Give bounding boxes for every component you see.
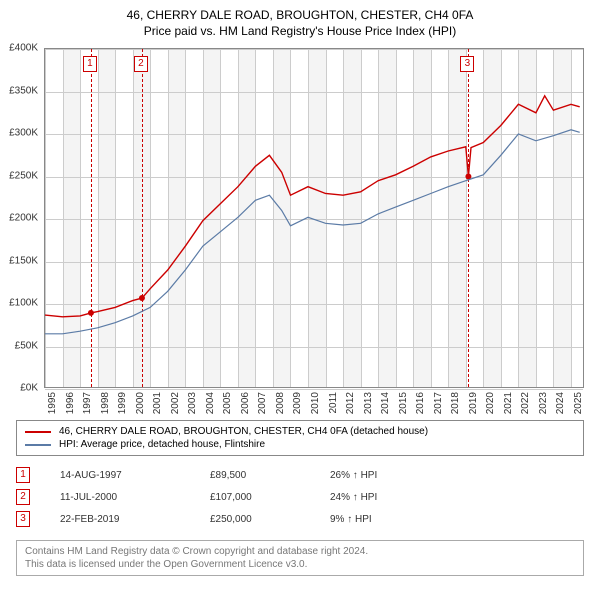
x-tick-label: 1998 bbox=[100, 392, 111, 414]
x-tick-label: 2015 bbox=[398, 392, 409, 414]
legend-label: HPI: Average price, detached house, Flin… bbox=[59, 439, 265, 450]
legend-item: 46, CHERRY DALE ROAD, BROUGHTON, CHESTER… bbox=[25, 425, 575, 438]
sale-vs-hpi: 9% ↑ HPI bbox=[330, 514, 450, 525]
x-tick-label: 2022 bbox=[520, 392, 531, 414]
x-tick-label: 2002 bbox=[170, 392, 181, 414]
sale-vs-hpi: 24% ↑ HPI bbox=[330, 492, 450, 503]
x-tick-label: 2018 bbox=[450, 392, 461, 414]
x-tick-label: 2020 bbox=[485, 392, 496, 414]
y-tick-label: £350K bbox=[9, 85, 38, 96]
sale-date: 14-AUG-1997 bbox=[60, 470, 210, 481]
sale-marker-1: 1 bbox=[83, 56, 97, 72]
x-tick-label: 2012 bbox=[345, 392, 356, 414]
y-tick-label: £50K bbox=[15, 340, 38, 351]
chart-container: 46, CHERRY DALE ROAD, BROUGHTON, CHESTER… bbox=[0, 0, 600, 590]
sale-row: 3 22-FEB-2019£250,0009% ↑ HPI bbox=[16, 508, 450, 530]
chart-title: 46, CHERRY DALE ROAD, BROUGHTON, CHESTER… bbox=[0, 8, 600, 22]
sale-row: 2 11-JUL-2000£107,00024% ↑ HPI bbox=[16, 486, 450, 508]
x-tick-label: 2000 bbox=[135, 392, 146, 414]
sale-date: 22-FEB-2019 bbox=[60, 514, 210, 525]
x-tick-label: 2004 bbox=[205, 392, 216, 414]
series-lines bbox=[45, 49, 585, 389]
series-property bbox=[45, 96, 580, 317]
sales-table: 1 14-AUG-1997£89,50026% ↑ HPI 2 11-JUL-2000… bbox=[16, 464, 450, 530]
y-tick-label: £300K bbox=[9, 128, 38, 139]
x-tick-label: 2005 bbox=[222, 392, 233, 414]
y-tick-label: £100K bbox=[9, 298, 38, 309]
footer-line-1: Contains HM Land Registry data © Crown c… bbox=[25, 545, 575, 558]
x-tick-label: 1995 bbox=[47, 392, 58, 414]
sale-date: 11-JUL-2000 bbox=[60, 492, 210, 503]
x-tick-label: 1999 bbox=[117, 392, 128, 414]
legend-label: 46, CHERRY DALE ROAD, BROUGHTON, CHESTER… bbox=[59, 426, 428, 437]
y-tick-label: £250K bbox=[9, 170, 38, 181]
footer-attribution: Contains HM Land Registry data © Crown c… bbox=[16, 540, 584, 576]
sale-price: £89,500 bbox=[210, 470, 330, 481]
sale-marker-2: 2 bbox=[134, 56, 148, 72]
legend-item: HPI: Average price, detached house, Flin… bbox=[25, 438, 575, 451]
legend-swatch bbox=[25, 444, 51, 446]
x-tick-label: 2006 bbox=[240, 392, 251, 414]
x-tick-label: 2011 bbox=[328, 392, 339, 414]
sale-price: £250,000 bbox=[210, 514, 330, 525]
x-tick-label: 2013 bbox=[363, 392, 374, 414]
sale-marker-3: 3 bbox=[460, 56, 474, 72]
x-tick-label: 2019 bbox=[468, 392, 479, 414]
x-tick-label: 2008 bbox=[275, 392, 286, 414]
x-tick-label: 2021 bbox=[503, 392, 514, 414]
sale-dot bbox=[88, 310, 94, 316]
x-tick-label: 2023 bbox=[538, 392, 549, 414]
x-tick-label: 1997 bbox=[82, 392, 93, 414]
x-tick-label: 2017 bbox=[433, 392, 444, 414]
x-tick-label: 2014 bbox=[380, 392, 391, 414]
x-tick-label: 2001 bbox=[152, 392, 163, 414]
sale-price: £107,000 bbox=[210, 492, 330, 503]
sale-row-marker: 2 bbox=[16, 489, 30, 505]
x-tick-label: 2007 bbox=[257, 392, 268, 414]
titles: 46, CHERRY DALE ROAD, BROUGHTON, CHESTER… bbox=[0, 0, 600, 38]
footer-line-2: This data is licensed under the Open Gov… bbox=[25, 558, 575, 571]
chart-subtitle: Price paid vs. HM Land Registry's House … bbox=[0, 24, 600, 38]
sale-row-marker: 3 bbox=[16, 511, 30, 527]
x-tick-label: 2010 bbox=[310, 392, 321, 414]
x-tick-label: 2003 bbox=[187, 392, 198, 414]
x-tick-label: 2009 bbox=[292, 392, 303, 414]
legend: 46, CHERRY DALE ROAD, BROUGHTON, CHESTER… bbox=[16, 420, 584, 456]
sale-dot bbox=[139, 295, 145, 301]
legend-swatch bbox=[25, 431, 51, 433]
chart-area: £0K£50K£100K£150K£200K£250K£300K£350K£40… bbox=[44, 48, 584, 388]
sale-row-marker: 1 bbox=[16, 467, 30, 483]
sale-vs-hpi: 26% ↑ HPI bbox=[330, 470, 450, 481]
y-tick-label: £150K bbox=[9, 255, 38, 266]
plot-frame bbox=[44, 48, 584, 388]
x-tick-label: 1996 bbox=[65, 392, 76, 414]
y-tick-label: £0K bbox=[20, 383, 38, 394]
y-tick-label: £200K bbox=[9, 213, 38, 224]
y-tick-label: £400K bbox=[9, 43, 38, 54]
sale-row: 1 14-AUG-1997£89,50026% ↑ HPI bbox=[16, 464, 450, 486]
x-tick-label: 2024 bbox=[555, 392, 566, 414]
x-tick-label: 2025 bbox=[573, 392, 584, 414]
x-tick-label: 2016 bbox=[415, 392, 426, 414]
